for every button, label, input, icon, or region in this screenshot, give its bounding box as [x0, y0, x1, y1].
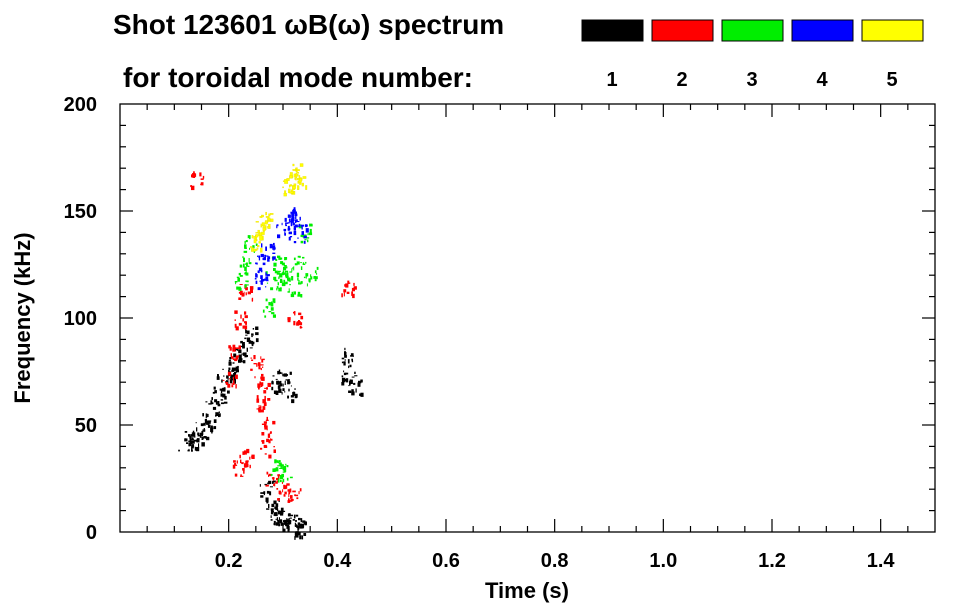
data-point-mode-3 — [262, 298, 276, 318]
data-point-mode-1 — [202, 413, 217, 434]
data-point-mode-1 — [244, 326, 259, 345]
x-tick-label: 1.2 — [758, 550, 786, 572]
data-point-mode-3 — [277, 463, 293, 483]
data-point-mode-2 — [234, 310, 248, 331]
series-mode-5 — [250, 163, 308, 253]
x-tick-label: 0.4 — [323, 550, 352, 572]
chart-subtitle: for toroidal mode number: — [123, 62, 473, 93]
data-point-mode-1 — [277, 369, 292, 389]
data-point-mode-1 — [281, 383, 298, 404]
data-point-mode-2 — [287, 311, 304, 329]
data-point-mode-5 — [282, 178, 297, 197]
x-tick-label: 0.6 — [432, 550, 460, 572]
legend-swatch-mode-4 — [791, 19, 854, 42]
x-tick-labels: 0.2 0.4 0.6 0.8 1.0 1.2 1.4 — [215, 550, 896, 572]
data-point-mode-2 — [256, 395, 271, 413]
data-point-mode-1 — [195, 420, 211, 441]
legend-swatch-mode-5 — [861, 19, 924, 42]
data-point-mode-3 — [287, 277, 303, 298]
data-point-mode-2 — [261, 416, 276, 438]
data-point-mode-4 — [276, 222, 293, 241]
data-point-mode-4 — [287, 207, 301, 227]
legend-label-mode-4: 4 — [816, 69, 828, 91]
data-point-mode-2 — [276, 480, 292, 501]
data-point-mode-1 — [270, 506, 287, 526]
legend-label-mode-2: 2 — [676, 69, 687, 91]
data-point-mode-1 — [266, 498, 281, 517]
data-layer — [178, 163, 364, 540]
legend-swatch-mode-2 — [651, 19, 714, 42]
series-mode-1 — [178, 326, 364, 540]
data-point-mode-1 — [205, 399, 221, 418]
legend-label-mode-1: 1 — [606, 69, 617, 91]
data-point-mode-5 — [255, 219, 271, 241]
data-point-mode-2 — [260, 438, 276, 459]
y-axis-label: Frequency (kHz) — [10, 232, 35, 403]
series-mode-4 — [254, 207, 309, 291]
y-tick-label: 50 — [75, 415, 97, 437]
data-point-mode-4 — [293, 223, 309, 244]
legend-label-mode-3: 3 — [746, 69, 757, 91]
data-point-mode-1 — [189, 427, 205, 448]
legend-swatch-mode-3 — [721, 19, 784, 42]
plot-frame — [119, 103, 936, 533]
data-point-mode-1 — [341, 347, 354, 366]
data-point-mode-2 — [254, 373, 271, 394]
series-mode-2 — [190, 171, 357, 503]
data-point-mode-2 — [222, 371, 238, 389]
plot-area: 0.2 0.4 0.6 0.8 1.0 1.2 1.4 0 50 100 150 200 — [64, 94, 936, 572]
data-point-mode-3 — [271, 255, 288, 278]
y-tick-label: 150 — [64, 201, 97, 223]
legend-label-mode-5: 5 — [886, 69, 897, 91]
data-point-mode-1 — [294, 520, 307, 540]
data-point-mode-1 — [238, 336, 254, 356]
data-point-mode-3 — [270, 459, 286, 479]
x-axis-label: Time (s) — [485, 578, 569, 603]
data-point-mode-2 — [190, 171, 205, 191]
data-point-mode-2 — [265, 471, 281, 490]
data-point-mode-3 — [293, 255, 309, 278]
legend-swatch-mode-1 — [581, 19, 644, 42]
series-mode-3 — [234, 223, 319, 483]
data-point-mode-2 — [250, 355, 265, 371]
y-tick-labels: 0 50 100 150 200 — [64, 94, 97, 544]
data-point-mode-3 — [239, 256, 252, 276]
x-tick-label: 0.2 — [215, 550, 243, 572]
data-point-mode-1 — [348, 379, 364, 397]
data-point-mode-3 — [234, 270, 249, 291]
x-tick-label: 1.0 — [649, 550, 677, 572]
data-point-mode-4 — [260, 242, 276, 262]
y-tick-label: 200 — [64, 94, 97, 116]
data-point-mode-3 — [303, 266, 319, 287]
axis-ticks — [120, 104, 935, 532]
data-point-mode-4 — [254, 274, 270, 291]
data-point-mode-1 — [184, 431, 201, 452]
data-point-mode-5 — [259, 211, 274, 231]
data-point-mode-1 — [259, 480, 276, 502]
x-tick-label: 0.8 — [541, 550, 569, 572]
data-point-mode-2 — [341, 280, 357, 299]
y-tick-label: 0 — [86, 522, 97, 544]
data-point-mode-1 — [282, 513, 298, 533]
chart-title: Shot 123601 ωB(ω) spectrum — [113, 9, 504, 40]
data-point-mode-2 — [228, 344, 241, 362]
data-point-mode-1 — [271, 373, 287, 395]
data-point-mode-2 — [287, 488, 302, 503]
x-tick-label: 1.4 — [867, 550, 896, 572]
data-point-mode-5 — [292, 173, 308, 190]
legend: 1 2 3 4 5 — [581, 19, 924, 91]
data-point-mode-2 — [239, 448, 255, 469]
y-tick-label: 100 — [64, 308, 97, 330]
